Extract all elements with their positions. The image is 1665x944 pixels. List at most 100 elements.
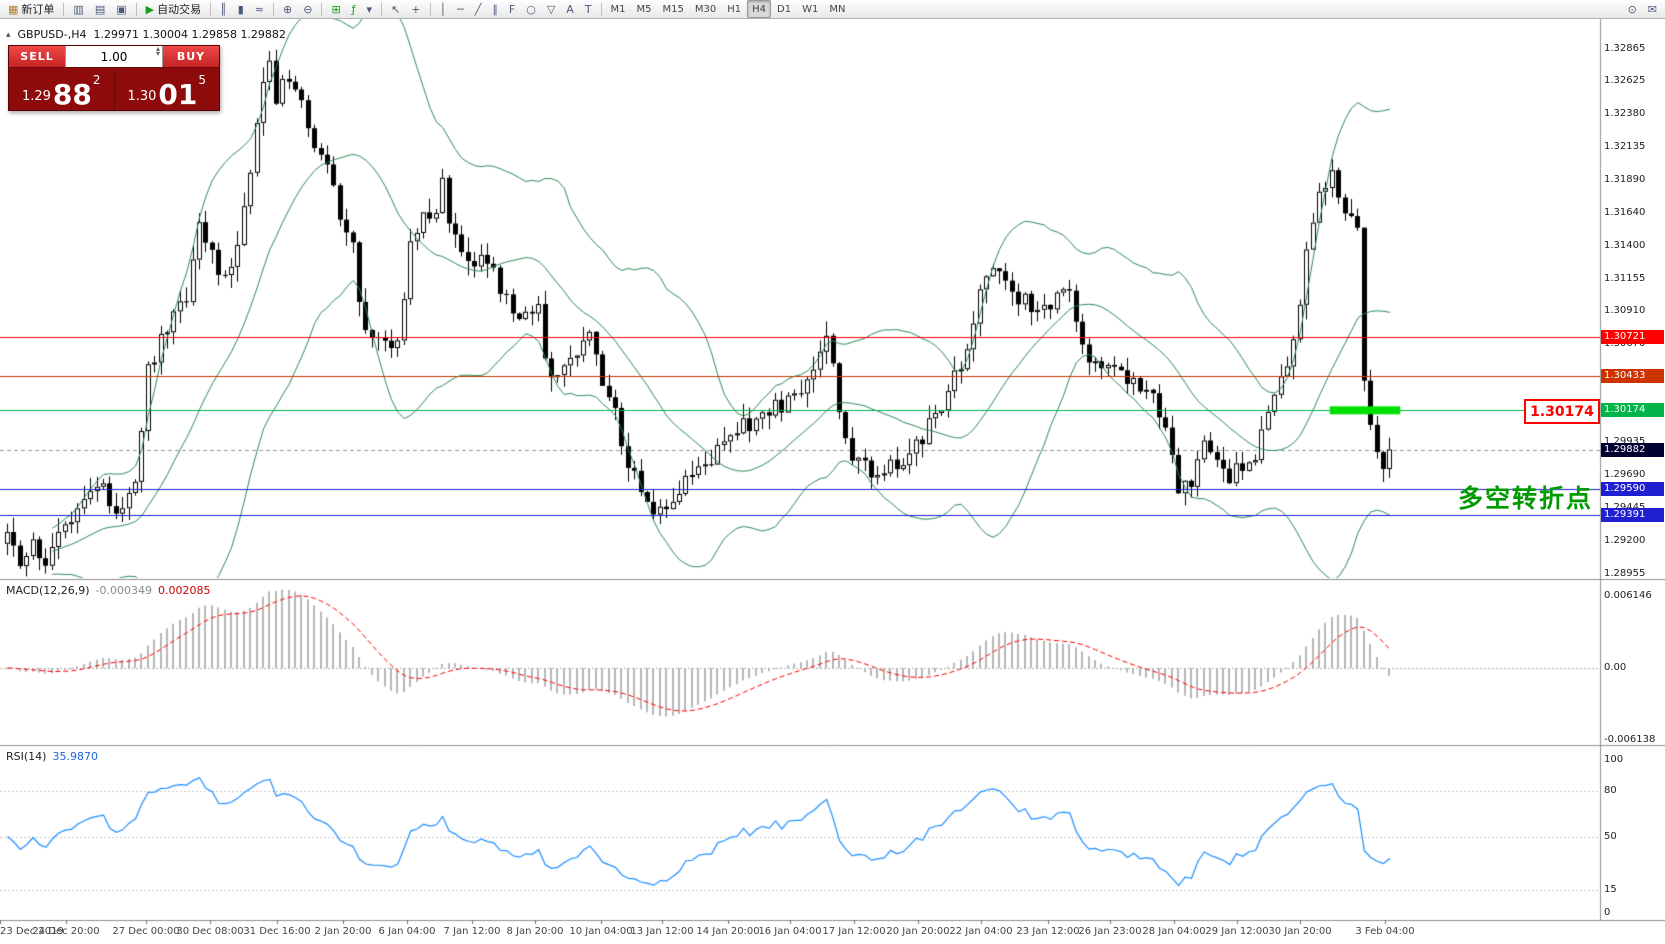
buy-button[interactable]: BUY <box>163 46 219 67</box>
tile-windows-icon: ⊞ <box>331 2 341 16</box>
price-axis-label: 1.29690 <box>1604 469 1646 481</box>
cursor-button[interactable]: ↖ <box>386 0 405 18</box>
indicators-button[interactable]: ƒ <box>347 0 361 18</box>
sell-price-main: 88 <box>52 78 92 112</box>
timeframe-m5-label: M5 <box>636 3 652 15</box>
sell-button[interactable]: SELL <box>9 46 65 67</box>
trendline-icon: ╱ <box>474 2 482 16</box>
shapes-button[interactable]: ○ <box>521 0 541 18</box>
toolbar-sep <box>429 2 431 16</box>
line-chart-icon: ≈ <box>254 2 264 16</box>
rsi-axis: 100 80 50 15 0 <box>1601 0 1665 944</box>
price-axis-label: 1.28955 <box>1604 567 1646 579</box>
rsi-axis-label: 15 <box>1604 884 1617 896</box>
price-axis-label: 1.29200 <box>1604 535 1646 547</box>
timeframe-m5[interactable]: M5 <box>632 0 657 18</box>
macd-name: MACD(12,26,9) <box>6 584 90 597</box>
timeframe-m30[interactable]: M30 <box>690 0 721 18</box>
price-level-callout: 1.30174 <box>1524 399 1600 424</box>
line-chart-button[interactable]: ≈ <box>250 0 269 18</box>
rsi-name: RSI(14) <box>6 750 47 763</box>
channel-button[interactable]: ∥ <box>487 0 503 18</box>
trade-panel-controls: SELL 1.00 ▴ ▾ BUY <box>9 44 219 68</box>
time-axis[interactable]: 23 Dec 2019 24 Dec 20:00 27 Dec 00:00 30 De… <box>0 924 1600 942</box>
price-tag: 1.29391 <box>1601 508 1664 523</box>
zoom-out-button[interactable]: ⊖ <box>298 0 317 18</box>
toolbar-sep <box>273 2 274 16</box>
volume-down-icon[interactable]: ▾ <box>155 48 160 58</box>
rsi-axis-label: 0 <box>1604 907 1611 918</box>
candlestick-chart-button[interactable]: ▮ <box>233 0 249 18</box>
timeframe-h1[interactable]: H1 <box>722 0 746 18</box>
new-order-button[interactable]: ▦ 新订单 <box>3 0 59 18</box>
chart-window-button[interactable]: ▥ <box>68 0 88 18</box>
vertical-line-button[interactable]: │ <box>435 0 452 18</box>
volume-stepper: ▴ ▾ <box>155 44 160 58</box>
price-tag: 1.29590 <box>1601 481 1664 496</box>
periods-dropdown-button[interactable]: ▾ <box>362 0 378 18</box>
toolbar-sep <box>135 2 137 16</box>
crosshair-button[interactable]: + <box>406 0 425 18</box>
sell-price[interactable]: 1.29 88 2 <box>9 68 114 110</box>
rsi-axis-label: 100 <box>1604 754 1624 765</box>
arrows-button[interactable]: ▽ <box>542 0 560 18</box>
buy-price[interactable]: 1.30 01 5 <box>115 68 220 110</box>
price-tag: 1.30433 <box>1601 368 1664 383</box>
timeframe-h4[interactable]: H4 <box>747 0 772 18</box>
text-label-button[interactable]: T <box>580 0 597 18</box>
autotrading-button[interactable]: ▶ 自动交易 <box>141 0 206 18</box>
text-button[interactable]: A <box>561 0 579 18</box>
timeframe-h1-label: H1 <box>727 3 742 15</box>
chart-window-icon: ▥ <box>73 2 84 16</box>
price-axis[interactable]: 1.32865 1.32625 1.32380 1.32135 1.31890 1.316… <box>1601 0 1665 944</box>
time-axis-label: 10 Jan 04:00 <box>569 926 633 937</box>
toolbar-sep <box>63 2 65 16</box>
timeframe-d1[interactable]: D1 <box>772 0 796 18</box>
time-axis-label: 30 Jan 20:00 <box>1268 926 1332 937</box>
bar-chart-button[interactable]: ║ <box>215 0 232 18</box>
price-axis-label: 1.31640 <box>1604 207 1646 219</box>
text-label-icon: T <box>584 2 592 16</box>
time-axis-label: 23 Jan 12:00 <box>1016 926 1080 937</box>
timeframe-w1[interactable]: W1 <box>797 0 823 18</box>
chart-header: ▴ GBPUSD-,H4 1.29971 1.30004 1.29858 1.2… <box>6 28 286 41</box>
price-divider <box>113 68 115 110</box>
time-axis-label: 17 Jan 12:00 <box>822 926 886 937</box>
time-axis-label: 2 Jan 20:00 <box>314 926 372 937</box>
time-axis-label: 7 Jan 12:00 <box>443 926 501 937</box>
profiles-button[interactable]: ▤ <box>90 0 110 18</box>
rsi-indicator-label: RSI(14) 35.9870 <box>6 750 98 763</box>
fibonacci-button[interactable]: F <box>504 0 520 18</box>
cursor-icon: ↖ <box>391 2 401 16</box>
trendline-button[interactable]: ╱ <box>470 0 487 18</box>
toolbar-sep <box>600 2 602 16</box>
time-axis-label: 8 Jan 20:00 <box>506 926 564 937</box>
chat-button[interactable]: ✉ <box>1643 0 1662 18</box>
price-tag: 1.30721 <box>1601 329 1664 344</box>
volume-up-icon[interactable]: ▴ <box>155 44 160 53</box>
price-tag: 1.30174 <box>1601 403 1664 418</box>
macd-axis-label: -0.006138 <box>1604 733 1656 745</box>
time-axis-label: 28 Jan 04:00 <box>1142 926 1206 937</box>
search-icon: ⊙ <box>1627 2 1637 16</box>
macd-axis-label: 0.006146 <box>1604 589 1652 601</box>
zoom-out-icon: ⊖ <box>303 2 313 16</box>
timeframe-m15[interactable]: M15 <box>658 0 689 18</box>
zoom-in-button[interactable]: ⊕ <box>278 0 297 18</box>
search-button[interactable]: ⊙ <box>1623 0 1642 18</box>
new-order-button-label: 新订单 <box>21 3 55 16</box>
tile-windows-button[interactable]: ⊞ <box>326 0 345 18</box>
horizontal-line-button[interactable]: ─ <box>452 0 469 18</box>
data-window-button[interactable]: ▣ <box>111 0 131 18</box>
volume-input[interactable]: 1.00 ▴ ▾ <box>65 44 163 67</box>
candlestick-chart-icon: ▮ <box>237 2 244 16</box>
profiles-icon: ▤ <box>94 2 106 16</box>
sell-price-prefix: 1.29 <box>21 89 51 104</box>
timeframe-mn[interactable]: MN <box>824 0 850 18</box>
price-axis-label: 1.32135 <box>1604 141 1646 153</box>
timeframe-m1[interactable]: M1 <box>606 0 631 18</box>
rsi-axis-label: 80 <box>1604 784 1617 796</box>
chat-icon: ✉ <box>1647 2 1657 16</box>
chart-symbol-icon: ▴ <box>6 29 11 40</box>
